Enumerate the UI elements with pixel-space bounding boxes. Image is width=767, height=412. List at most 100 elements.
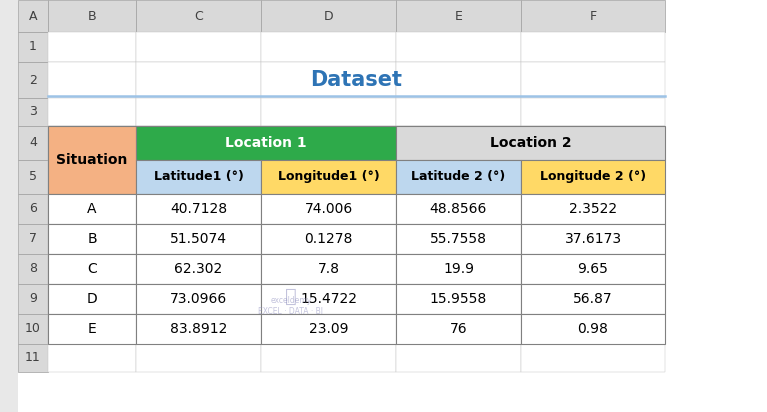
Bar	[136, 62, 261, 98]
Bar	[396, 32, 521, 62]
Bar	[48, 254, 136, 284]
Bar	[48, 160, 136, 194]
Bar	[521, 126, 665, 160]
Bar	[136, 254, 261, 284]
Bar	[18, 314, 48, 344]
Text: 23.09: 23.09	[309, 322, 348, 336]
Bar	[396, 0, 521, 32]
Text: 10: 10	[25, 323, 41, 335]
Text: 73.0966: 73.0966	[170, 292, 227, 306]
Text: 5: 5	[29, 171, 37, 183]
Text: 8: 8	[29, 262, 37, 276]
Bar	[48, 314, 136, 344]
Text: D: D	[324, 9, 334, 23]
Bar	[261, 314, 396, 344]
Text: 15.9558: 15.9558	[430, 292, 487, 306]
Bar	[261, 224, 396, 254]
Text: F: F	[589, 9, 597, 23]
Text: E: E	[455, 9, 463, 23]
Bar	[261, 254, 396, 284]
Bar	[136, 126, 261, 160]
Text: C: C	[87, 262, 97, 276]
Bar	[521, 32, 665, 62]
Bar	[396, 98, 521, 126]
Text: 74.006: 74.006	[304, 202, 353, 216]
Bar	[396, 160, 521, 194]
Text: Location 1: Location 1	[225, 136, 307, 150]
Bar	[48, 62, 136, 98]
Bar	[521, 344, 665, 372]
Bar	[521, 254, 665, 284]
Text: B: B	[87, 9, 97, 23]
Bar	[136, 224, 261, 254]
Bar	[261, 126, 396, 160]
Bar	[396, 62, 521, 98]
Text: Longitude1 (°): Longitude1 (°)	[278, 171, 380, 183]
Text: 1: 1	[29, 40, 37, 54]
Text: 6: 6	[29, 203, 37, 215]
Bar	[136, 160, 261, 194]
Bar	[521, 284, 665, 314]
Bar	[521, 194, 665, 224]
Bar	[136, 284, 261, 314]
Bar	[18, 126, 48, 160]
Text: 48.8566: 48.8566	[430, 202, 487, 216]
Bar	[136, 194, 261, 224]
Bar	[521, 254, 665, 284]
Bar	[18, 160, 48, 194]
Bar	[136, 126, 396, 160]
Text: 3: 3	[29, 105, 37, 119]
Bar	[261, 284, 396, 314]
Text: 76: 76	[449, 322, 467, 336]
Text: A: A	[28, 9, 38, 23]
Bar	[136, 194, 261, 224]
Text: 19.9: 19.9	[443, 262, 474, 276]
Bar	[396, 254, 521, 284]
Bar	[136, 344, 261, 372]
Bar	[261, 0, 396, 32]
Bar	[396, 224, 521, 254]
Text: 7.8: 7.8	[318, 262, 340, 276]
Bar	[136, 98, 261, 126]
Bar	[396, 224, 521, 254]
Text: 7: 7	[29, 232, 37, 246]
Bar	[136, 32, 261, 62]
Text: 2.3522: 2.3522	[569, 202, 617, 216]
Text: D: D	[87, 292, 97, 306]
Text: 51.5074: 51.5074	[170, 232, 227, 246]
Bar	[48, 98, 136, 126]
Bar	[261, 62, 396, 98]
Bar	[48, 344, 136, 372]
Bar	[48, 224, 136, 254]
Bar	[48, 284, 136, 314]
Bar	[261, 224, 396, 254]
Bar	[48, 194, 136, 224]
Bar	[521, 314, 665, 344]
Text: 0.98: 0.98	[578, 322, 608, 336]
Bar	[18, 0, 48, 32]
Bar	[521, 98, 665, 126]
Bar	[521, 62, 665, 98]
Bar	[261, 98, 396, 126]
Bar	[396, 160, 521, 194]
Text: 11: 11	[25, 351, 41, 365]
Bar	[48, 126, 136, 160]
Text: Latitude 2 (°): Latitude 2 (°)	[411, 171, 505, 183]
Text: ⓧ: ⓧ	[285, 286, 297, 306]
Bar	[136, 0, 261, 32]
Bar	[18, 344, 48, 372]
Text: 4: 4	[29, 136, 37, 150]
Text: E: E	[87, 322, 97, 336]
Bar	[48, 32, 136, 62]
Bar	[521, 160, 665, 194]
Bar	[48, 0, 136, 32]
Bar	[48, 194, 136, 224]
Bar	[48, 224, 136, 254]
Text: Dataset: Dataset	[311, 70, 403, 90]
Bar	[396, 284, 521, 314]
Bar	[261, 344, 396, 372]
Text: 83.8912: 83.8912	[170, 322, 227, 336]
Bar	[48, 314, 136, 344]
Text: 55.7558: 55.7558	[430, 232, 487, 246]
Text: 9.65: 9.65	[578, 262, 608, 276]
